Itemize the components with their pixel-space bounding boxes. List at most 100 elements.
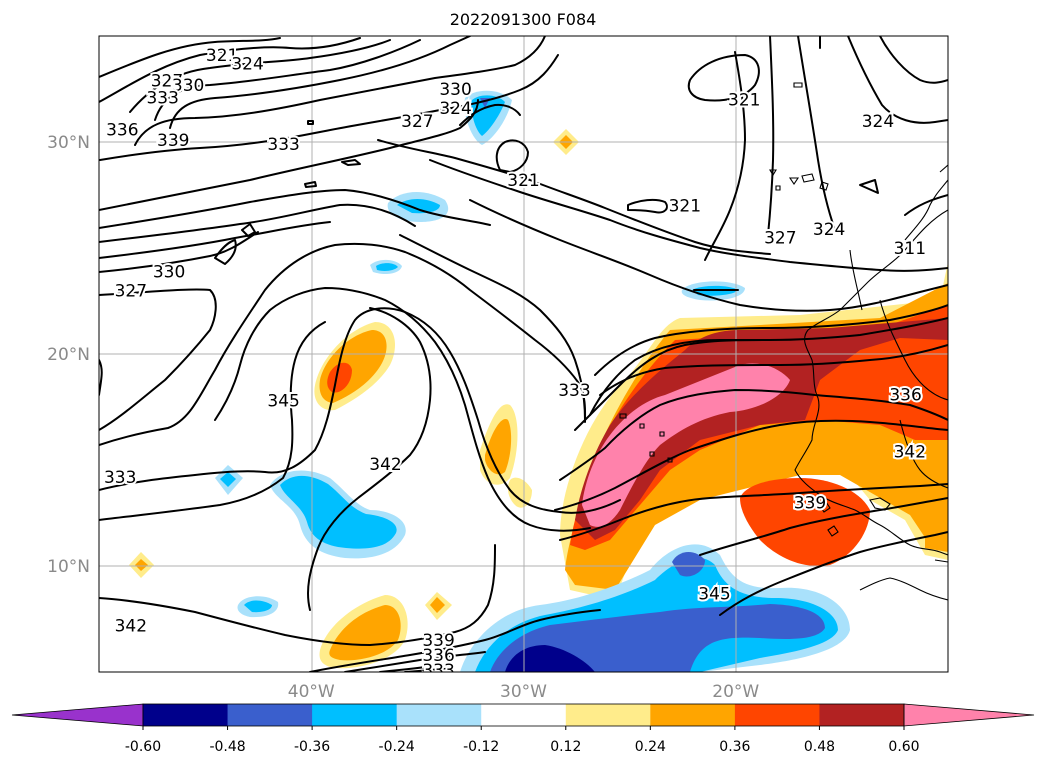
contour-label-halo: 333 (422, 661, 454, 681)
contour-label: 339 (422, 631, 454, 651)
lat-tick-label: 20°N (47, 345, 90, 365)
contour-label: 333 (422, 661, 454, 681)
contour-label-halo: 345 (698, 585, 730, 605)
contour-label: 336 (889, 385, 921, 405)
positive-region-darkred (575, 318, 948, 540)
contour-label-halo: 327 (401, 112, 433, 132)
contour-label-halo: 324 (862, 112, 894, 132)
contour-labels: 3213213243243273273303303333333363363393… (102, 44, 928, 681)
contour-label: 324 (439, 99, 471, 119)
contour-label: 311 (894, 239, 926, 259)
contour-label: 327 (115, 281, 147, 301)
contour-label: 330 (153, 262, 185, 282)
contour-label: 342 (369, 455, 401, 475)
contour-label: 321 (206, 46, 238, 66)
colorbar-tick-label: -0.36 (294, 739, 330, 755)
contour-label-halo: 330 (153, 262, 185, 282)
colorbar: -0.60 -0.48 -0.36 -0.24 -0.12 0.12 0.24 0.36 0.4… (11, 703, 1035, 755)
contour-label-halo: 342 (369, 455, 401, 475)
colorbar-tick-label: 0.12 (550, 739, 581, 755)
contour-label-halo: 333 (558, 381, 590, 401)
lat-tick-label: 10°N (47, 557, 90, 577)
coastline (619, 82, 948, 601)
positive-region-pink (582, 363, 790, 527)
contour-label: 330 (439, 80, 471, 100)
colorbar-segment (819, 704, 905, 726)
contour-label-halo: 339 (422, 631, 454, 651)
contour-label-halo: 330 (439, 80, 471, 100)
colorbar-frame (142, 703, 905, 727)
contour-label: 333 (267, 135, 299, 155)
lon-tick-label: 30°W (500, 682, 547, 702)
contour-label-halo: 333 (267, 135, 299, 155)
contour-label-halo: 333 (104, 468, 136, 488)
contour-label-halo: 345 (267, 392, 299, 412)
contour-label: 333 (146, 88, 178, 108)
colorbar-segment (143, 704, 229, 726)
contour-label: 324 (862, 112, 894, 132)
contour-label: 333 (104, 468, 136, 488)
positive-region-africa-coast (925, 505, 948, 552)
lon-tick-label: 20°W (712, 682, 759, 702)
colorbar-tick-label: 0.48 (804, 739, 835, 755)
lon-tick-label: 40°W (288, 682, 335, 702)
colorbar-segment (227, 704, 313, 726)
contour-label: 327 (401, 112, 433, 132)
map-panel: 3213213243243273273303303333333363363393… (98, 35, 949, 681)
contour-label-halo: 339 (157, 131, 189, 151)
contour-label-halo: 333 (146, 88, 178, 108)
lat-tick-label: 30°N (47, 133, 90, 153)
contour-label-halo: 324 (231, 55, 263, 75)
contour-label: 339 (157, 131, 189, 151)
contour-label-halo: 327 (764, 228, 796, 248)
contour-label: 342 (115, 616, 147, 636)
contour-label-halo: 336 (889, 385, 921, 405)
contour-label: 321 (728, 91, 760, 111)
positive-region-africa-lower (740, 478, 870, 566)
contour-label: 330 (172, 76, 204, 96)
contour-label-halo: 311 (894, 239, 926, 259)
contour-label-halo: 336 (106, 120, 138, 140)
colorbar-segment (396, 704, 482, 726)
contour-label-halo: 330 (172, 76, 204, 96)
contour-label: 345 (698, 585, 730, 605)
contour-label-halo: 321 (669, 197, 701, 217)
contour-label-halo: 327 (115, 281, 147, 301)
contour-label: 342 (894, 443, 926, 463)
colorbar-tick-label: -0.48 (209, 739, 245, 755)
colorbar-extend-max (903, 703, 1035, 727)
contour-label-halo: 342 (894, 443, 926, 463)
contour-label: 321 (507, 171, 539, 191)
contour-label-halo: 327 (151, 72, 183, 92)
map-title: 2022091300 F084 (450, 10, 597, 29)
contour-label: 336 (106, 120, 138, 140)
colorbar-tick-label: 0.60 (888, 739, 919, 755)
contour-label: 333 (558, 381, 590, 401)
graticule (99, 36, 948, 672)
contour-label-halo: 321 (507, 171, 539, 191)
contour-label: 336 (422, 646, 454, 666)
contour-lines (99, 36, 948, 672)
colorbar-extend-min (11, 703, 144, 727)
contour-label: 327 (151, 72, 183, 92)
contour-label-halo: 339 (794, 493, 826, 513)
colorbar-tick-label: 0.24 (635, 739, 666, 755)
colorbar-segment (650, 704, 736, 726)
contour-label-halo: 336 (422, 646, 454, 666)
colorbar-segment (734, 704, 820, 726)
colorbar-tick-label: -0.24 (379, 739, 415, 755)
contour-label-halo: 321 (206, 46, 238, 66)
positive-region-red (570, 305, 948, 550)
axis-ticks: 40°W 30°W 20°W 30°N 20°N 10°N (47, 133, 759, 702)
contour-label: 345 (267, 392, 299, 412)
contour-label: 321 (669, 197, 701, 217)
colorbar-tick-label: -0.12 (463, 739, 499, 755)
contour-label: 324 (813, 220, 845, 240)
map-frame (98, 35, 949, 673)
contour-label: 327 (764, 228, 796, 248)
colorbar-segment (481, 704, 567, 726)
contour-label-halo: 324 (439, 99, 471, 119)
colorbar-tick-label: 0.36 (719, 739, 750, 755)
colorbar-segment (312, 704, 398, 726)
